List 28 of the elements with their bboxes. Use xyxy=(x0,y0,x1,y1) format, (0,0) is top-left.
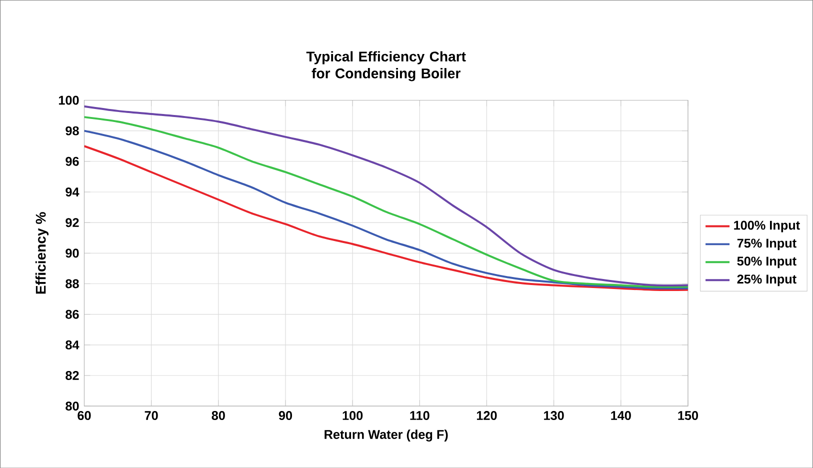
chart-title: Typical Efficiency Chart for Condensing Boiler xyxy=(306,51,466,82)
legend-label: 50% Input xyxy=(737,256,796,268)
x-tick-label: 110 xyxy=(410,410,430,420)
x-tick-label: 120 xyxy=(476,410,497,420)
x-tick-label: 100 xyxy=(342,410,363,420)
y-tick-label: 100 xyxy=(58,96,79,105)
y-tick-label: 82 xyxy=(66,370,79,380)
y-tick-label: 92 xyxy=(66,218,79,227)
y-tick-label: 86 xyxy=(66,310,79,319)
x-tick-label: 80 xyxy=(212,410,225,420)
y-tick-label: 94 xyxy=(66,187,80,196)
x-tick-label: 90 xyxy=(278,410,292,420)
y-tick-label: 88 xyxy=(66,279,79,288)
x-tick-label: 140 xyxy=(611,410,631,420)
legend-label: 100% Input xyxy=(734,220,800,232)
y-tick-label: 90 xyxy=(66,248,79,258)
legend-label: 75% Input xyxy=(737,238,796,250)
x-tick-label: 130 xyxy=(544,410,564,420)
x-tick-label: 70 xyxy=(144,410,158,420)
x-axis-title: Return Water (deg F) xyxy=(324,430,448,442)
x-tick-label: 150 xyxy=(678,410,698,420)
y-tick-label: 84 xyxy=(66,340,80,350)
y-tick-label: 98 xyxy=(66,126,79,136)
y-tick-label: 80 xyxy=(66,401,79,410)
y-axis-title: Efficiency % xyxy=(35,212,49,294)
y-tick-label: 96 xyxy=(66,156,79,166)
x-tick-label: 60 xyxy=(78,410,91,420)
legend-label: 25% Input xyxy=(737,274,796,286)
